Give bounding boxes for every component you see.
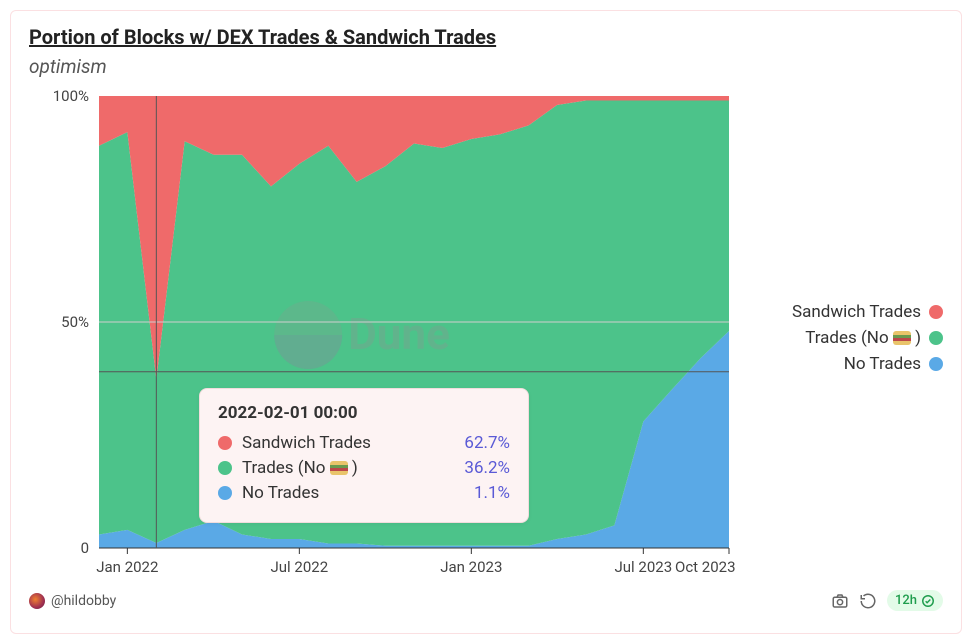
legend-swatch-icon <box>929 331 943 345</box>
refresh-badge[interactable]: 12h <box>887 590 943 611</box>
author-avatar-icon <box>29 593 45 609</box>
y-tick-label: 0 <box>81 539 89 557</box>
check-circle-icon <box>921 594 935 608</box>
tooltip-swatch-icon <box>218 461 232 475</box>
tooltip-row: No Trades 1.1% <box>218 483 510 503</box>
card-title[interactable]: Portion of Blocks w/ DEX Trades & Sandwi… <box>29 25 943 49</box>
refresh-badge-text: 12h <box>895 593 917 608</box>
chart-row: Dune 0 50% 100% Jan 2022 Jul 2022 Jan 2023 Jul … <box>29 88 943 588</box>
x-tick-label: Jul 2023 <box>614 558 672 576</box>
chart-legend: Sandwich Trades Trades (No ) No Trades <box>749 296 943 380</box>
tooltip-label: No Trades <box>242 483 464 503</box>
y-tick-label: 50% <box>61 313 89 331</box>
card-footer: @hildobby 12h <box>29 588 943 611</box>
card-subtitle: optimism <box>29 55 943 78</box>
tooltip-value: 36.2% <box>464 458 510 478</box>
legend-item[interactable]: Trades (No ) <box>769 328 943 348</box>
author-link[interactable]: @hildobby <box>29 593 116 609</box>
sandwich-icon <box>330 461 348 475</box>
author-handle: @hildobby <box>51 593 116 609</box>
x-tick-label: Oct 2023 <box>675 558 736 576</box>
camera-icon[interactable] <box>831 592 849 610</box>
legend-item[interactable]: No Trades <box>769 354 943 374</box>
legend-label: No Trades <box>844 354 921 374</box>
x-tick-label: Jul 2022 <box>271 558 329 576</box>
tooltip-value: 1.1% <box>474 483 510 503</box>
tooltip-label: Trades (No ) <box>242 458 454 478</box>
chart-card: Portion of Blocks w/ DEX Trades & Sandwi… <box>10 10 962 634</box>
tooltip-swatch-icon <box>218 436 232 450</box>
tooltip-label: Sandwich Trades <box>242 433 454 453</box>
y-tick-label: 100% <box>53 88 89 105</box>
sandwich-icon <box>893 331 911 345</box>
watermark-text: Dune <box>348 308 450 360</box>
legend-swatch-icon <box>929 357 943 371</box>
legend-label: Trades (No ) <box>805 328 921 348</box>
legend-label: Sandwich Trades <box>792 302 921 322</box>
tooltip-value: 62.7% <box>464 433 510 453</box>
legend-swatch-icon <box>929 305 943 319</box>
chart-tooltip: 2022-02-01 00:00 Sandwich Trades 62.7% Tra… <box>199 388 529 523</box>
x-tick-label: Jan 2022 <box>96 558 158 576</box>
x-tick-label: Jan 2023 <box>440 558 502 576</box>
tooltip-swatch-icon <box>218 486 232 500</box>
legend-item[interactable]: Sandwich Trades <box>769 302 943 322</box>
tooltip-row: Trades (No ) 36.2% <box>218 458 510 478</box>
tooltip-row: Sandwich Trades 62.7% <box>218 433 510 453</box>
tooltip-timestamp: 2022-02-01 00:00 <box>218 403 510 423</box>
refresh-icon[interactable] <box>859 592 877 610</box>
chart-area[interactable]: Dune 0 50% 100% Jan 2022 Jul 2022 Jan 2023 Jul … <box>29 88 749 588</box>
